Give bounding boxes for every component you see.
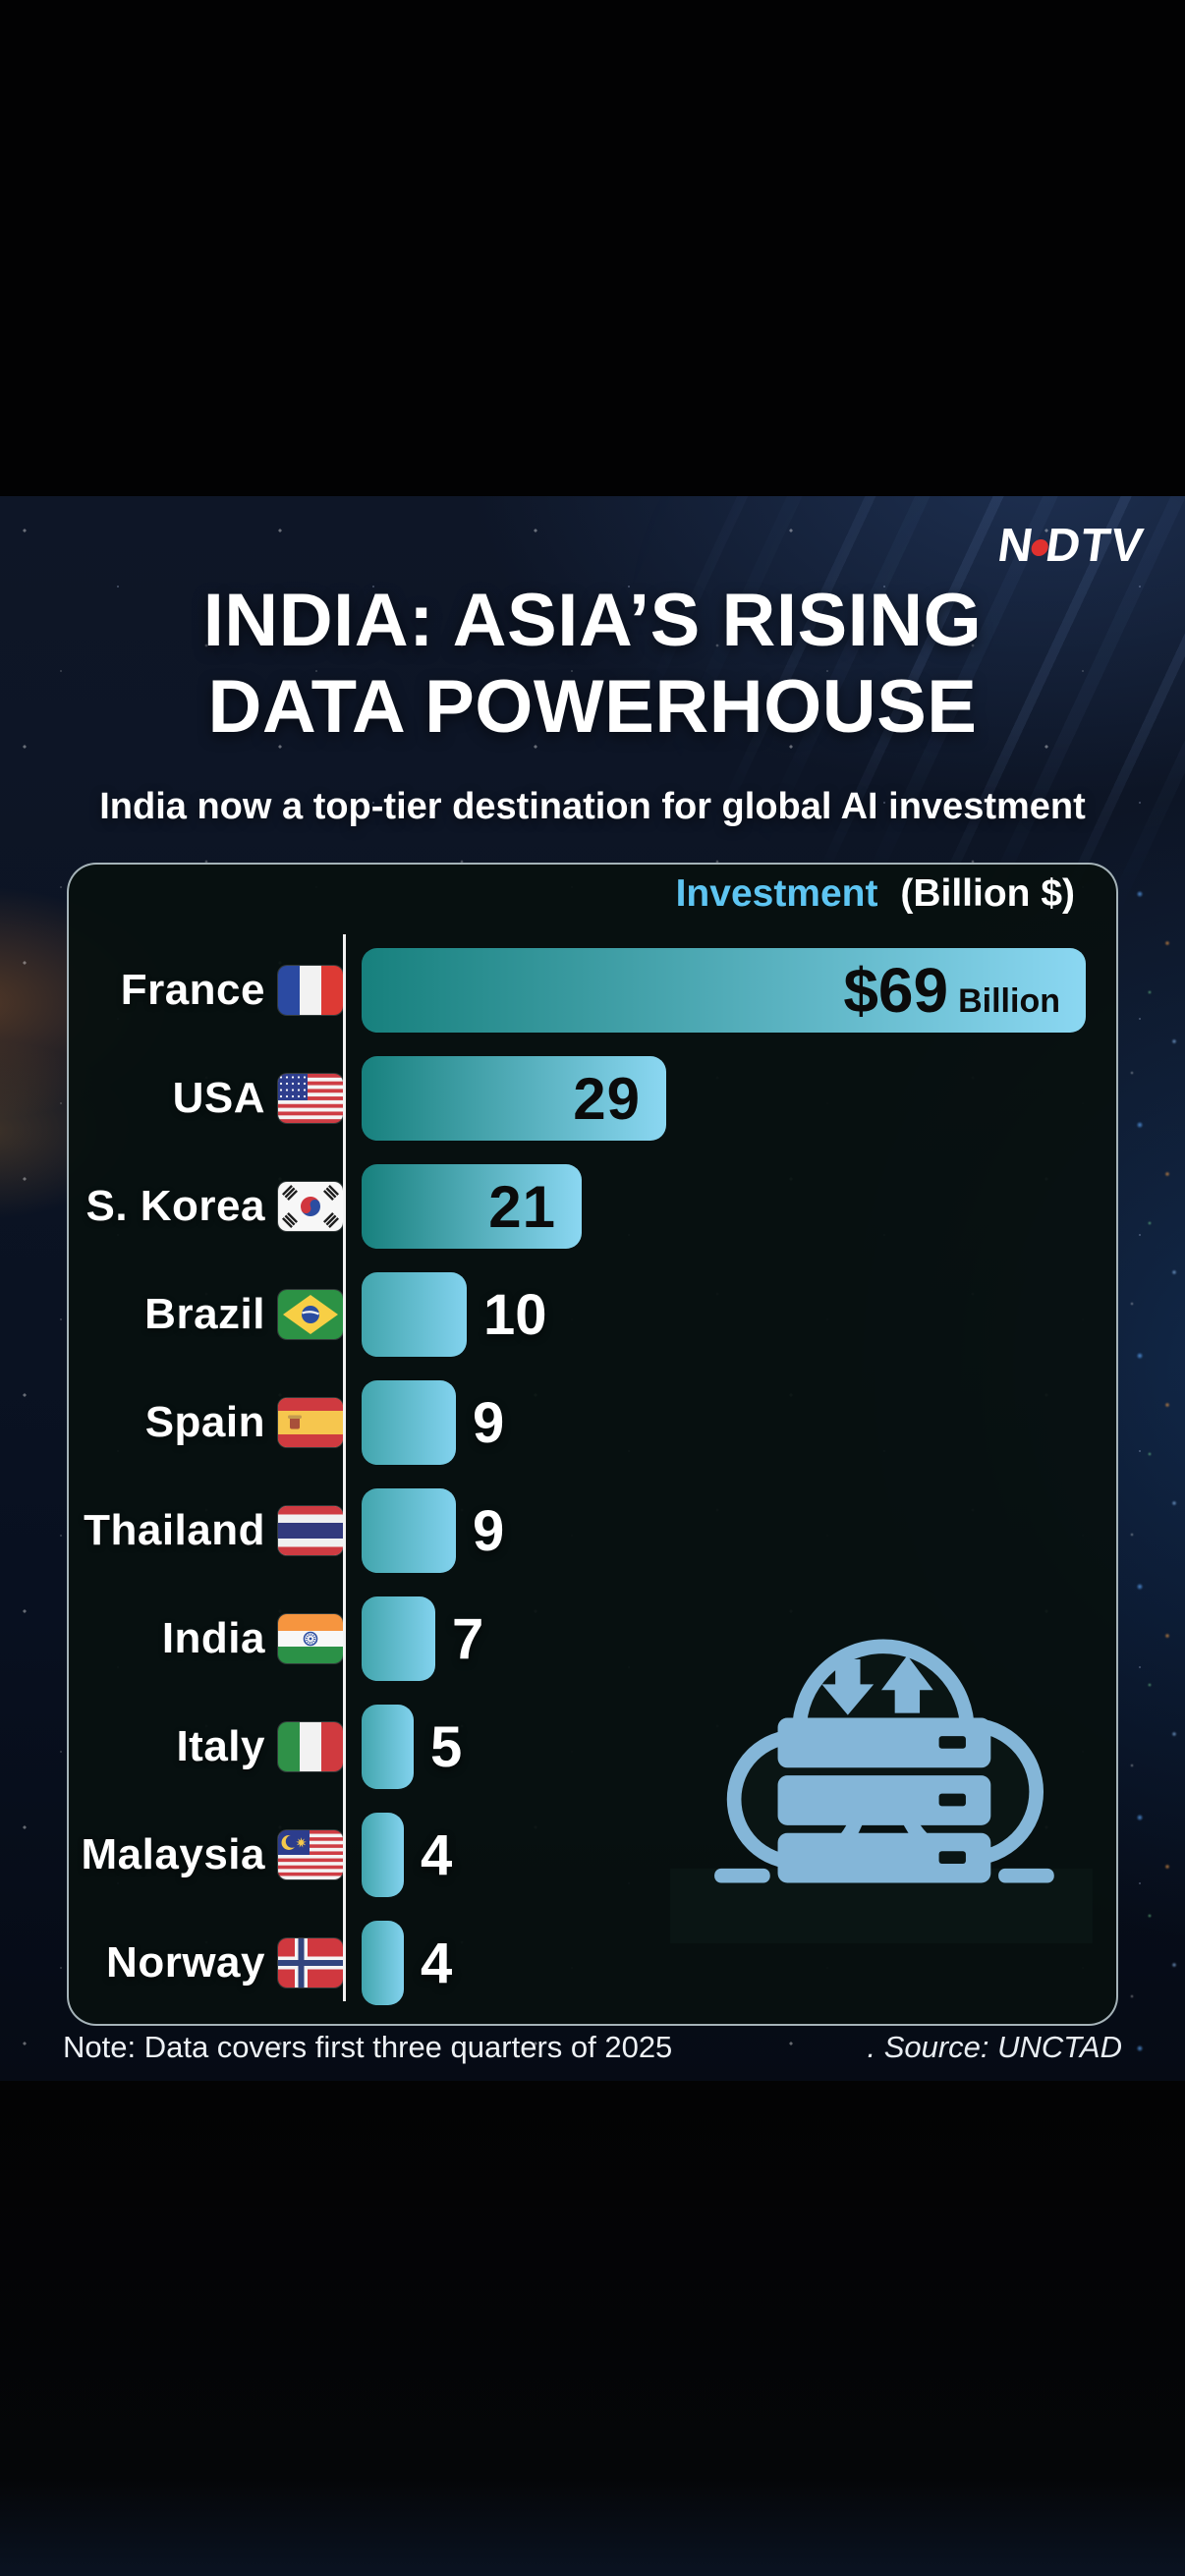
bar-india bbox=[362, 1596, 435, 1681]
flag-no-icon bbox=[278, 1938, 343, 1988]
bar-row-norway: Norway 4 bbox=[67, 1909, 1118, 2017]
bar-value: 7 bbox=[452, 1606, 484, 1671]
bar-value: 29 bbox=[573, 1065, 641, 1133]
country-label: Malaysia bbox=[81, 1830, 265, 1878]
ndtv-logo: N DTV bbox=[994, 519, 1148, 573]
bar-row-italy: Italy 5 bbox=[67, 1693, 1118, 1801]
country-label: Italy bbox=[176, 1722, 265, 1770]
country-label: Norway bbox=[106, 1938, 265, 1987]
flag-es-icon bbox=[278, 1398, 343, 1447]
flag-br-icon bbox=[278, 1290, 343, 1339]
bar-s-korea: 21 bbox=[362, 1164, 582, 1249]
bar-malaysia bbox=[362, 1813, 404, 1897]
bar-norway bbox=[362, 1921, 404, 2005]
country-label: France bbox=[120, 966, 265, 1014]
bar-france: $69 Billion bbox=[362, 948, 1086, 1033]
bar-zone: 9 bbox=[362, 1488, 1118, 1573]
diagonal-light-streaks bbox=[609, 496, 1185, 909]
bar-brazil bbox=[362, 1272, 467, 1357]
bar-zone: 29 bbox=[362, 1056, 1118, 1141]
source-prefix: . bbox=[867, 2030, 876, 2064]
bar-row-malaysia: Malaysia 4 bbox=[67, 1801, 1118, 1909]
bar-zone: 9 bbox=[362, 1380, 1118, 1465]
bar-value: 4 bbox=[421, 1931, 453, 1995]
country-label: Thailand bbox=[84, 1506, 265, 1554]
flag-in-icon bbox=[278, 1614, 343, 1663]
flag-it-icon bbox=[278, 1722, 343, 1771]
country-label: Spain bbox=[144, 1398, 265, 1446]
legend-label: Investment bbox=[675, 872, 878, 915]
flag-th-icon bbox=[278, 1506, 343, 1555]
bar-zone: $69 Billion bbox=[362, 948, 1118, 1033]
flag-fr-icon bbox=[278, 966, 343, 1015]
bar-italy bbox=[362, 1705, 414, 1789]
chart-legend: Investment (Billion $) bbox=[67, 872, 1075, 916]
bar-usa: 29 bbox=[362, 1056, 666, 1141]
bar-zone: 7 bbox=[362, 1596, 1118, 1681]
bar-zone: 21 bbox=[362, 1164, 1118, 1249]
flag-us-icon bbox=[278, 1074, 343, 1123]
server-lights-bokeh bbox=[1120, 865, 1185, 2081]
legend-unit: (Billion $) bbox=[900, 872, 1075, 915]
bottom-letterbox bbox=[0, 2081, 1185, 2576]
bar-rows: France $69 Billion USA 29 S. Korea 21 Brazil 10 S… bbox=[67, 936, 1118, 2017]
bar-row-spain: Spain 9 bbox=[67, 1369, 1118, 1477]
country-label: India bbox=[161, 1614, 265, 1662]
ndtv-logo-dtv: DTV bbox=[1043, 520, 1148, 572]
bar-thailand bbox=[362, 1488, 456, 1573]
bar-value-number: 29 bbox=[573, 1065, 641, 1132]
page-title-line1: INDIA: ASIA’S RISING bbox=[202, 579, 983, 662]
country-label: USA bbox=[172, 1074, 265, 1122]
bar-row-usa: USA 29 bbox=[67, 1044, 1118, 1152]
bar-value: 9 bbox=[473, 1390, 505, 1455]
cloud-server-transfer-icon bbox=[670, 1639, 1093, 1943]
axis-line bbox=[343, 934, 346, 2001]
page-title: INDIA: ASIA’S RISING DATA POWERHOUSE bbox=[0, 578, 1185, 751]
page-title-line2: DATA POWERHOUSE bbox=[207, 665, 978, 749]
bar-zone: 4 bbox=[362, 1921, 1118, 2005]
bar-row-france: France $69 Billion bbox=[67, 936, 1118, 1044]
bar-row-thailand: Thailand 9 bbox=[67, 1477, 1118, 1585]
bar-zone: 10 bbox=[362, 1272, 1118, 1357]
bar-value: $69 Billion bbox=[843, 954, 1060, 1027]
bar-zone: 5 bbox=[362, 1705, 1118, 1789]
flag-my-icon bbox=[278, 1830, 343, 1879]
bar-value: 9 bbox=[473, 1498, 505, 1563]
bar-value: 4 bbox=[421, 1822, 453, 1887]
country-label: Brazil bbox=[144, 1290, 265, 1338]
source-text: Source: UNCTAD bbox=[883, 2030, 1122, 2064]
subtitle: India now a top-tier destination for glo… bbox=[99, 786, 1086, 827]
country-label: S. Korea bbox=[85, 1182, 265, 1230]
bar-spain bbox=[362, 1380, 456, 1465]
flag-kr-icon bbox=[278, 1182, 343, 1231]
bar-row-s-korea: S. Korea 21 bbox=[67, 1152, 1118, 1260]
bar-value-number: 21 bbox=[488, 1173, 556, 1240]
top-letterbox bbox=[0, 0, 1185, 496]
bar-zone: 4 bbox=[362, 1813, 1118, 1897]
footnote: Note: Data covers first three quarters o… bbox=[63, 2030, 673, 2064]
bar-row-brazil: Brazil 10 bbox=[67, 1260, 1118, 1369]
bar-value: 5 bbox=[430, 1714, 463, 1779]
bar-value-unit: Billion bbox=[958, 982, 1060, 1020]
bar-row-india: India 7 bbox=[67, 1585, 1118, 1693]
bar-value-number: $69 bbox=[843, 955, 949, 1026]
source: . Source: UNCTAD bbox=[867, 2030, 1122, 2065]
server-rack-icon bbox=[714, 1655, 1054, 1883]
bar-value: 21 bbox=[488, 1173, 556, 1241]
bar-value: 10 bbox=[483, 1282, 547, 1347]
footer: Note: Data covers first three quarters o… bbox=[63, 2030, 1122, 2065]
